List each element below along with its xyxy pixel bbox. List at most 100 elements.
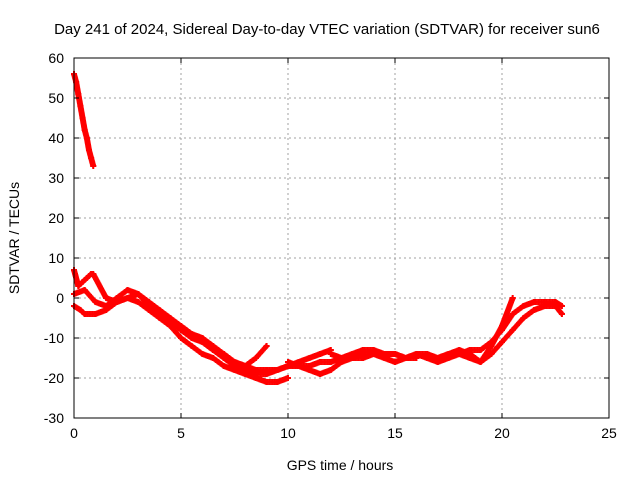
data-point <box>83 275 90 281</box>
data-point <box>135 291 142 297</box>
data-point <box>178 323 184 329</box>
data-point <box>477 359 484 365</box>
data-point <box>274 379 281 385</box>
data-point <box>81 287 88 293</box>
data-point <box>520 303 527 309</box>
y-tick-label: 40 <box>48 130 64 146</box>
data-point <box>113 295 120 301</box>
data-point <box>381 351 388 357</box>
data-point <box>349 351 356 357</box>
data-point <box>81 127 88 133</box>
data-point <box>413 351 420 357</box>
data-point <box>85 147 92 153</box>
data-point <box>295 363 302 369</box>
data-point <box>210 343 217 349</box>
data-point <box>188 331 195 337</box>
x-tick-label: 20 <box>494 425 510 441</box>
data-point <box>124 287 131 293</box>
data-point <box>520 315 527 321</box>
y-tick-label: -30 <box>44 410 64 426</box>
data-point <box>338 355 345 361</box>
data-point <box>75 283 82 289</box>
data-point <box>558 311 565 317</box>
data-point <box>306 367 313 373</box>
data-point <box>252 355 259 361</box>
data-point <box>242 363 249 369</box>
data-point <box>75 91 82 97</box>
data-point <box>424 351 431 357</box>
data-point <box>327 367 334 373</box>
y-tick-label: 20 <box>48 210 64 226</box>
chart-title: Day 241 of 2024, Sidereal Day-to-day VTE… <box>54 21 600 38</box>
data-point <box>220 351 227 357</box>
data-point <box>220 363 227 369</box>
data-point <box>285 375 291 381</box>
data-point <box>199 351 206 357</box>
data-point <box>79 279 86 285</box>
x-tick-label: 5 <box>177 425 185 441</box>
y-tick-label: -20 <box>44 370 64 386</box>
x-tick-label: 25 <box>601 425 617 441</box>
data-point <box>499 339 505 345</box>
data-point <box>499 327 505 333</box>
y-axis-label: SDTVAR / TECUs <box>6 182 22 294</box>
data-point <box>92 311 99 317</box>
plot-frame <box>73 57 610 419</box>
series-track <box>434 303 565 365</box>
y-tick-label: 50 <box>48 90 64 106</box>
data-point <box>558 303 565 309</box>
data-point <box>392 359 398 365</box>
data-point <box>402 355 409 361</box>
data-point <box>92 299 99 305</box>
data-point <box>77 307 84 313</box>
data-point <box>509 295 516 301</box>
data-point <box>327 351 334 357</box>
data-point <box>317 371 324 377</box>
data-point <box>231 359 238 365</box>
grid <box>74 58 609 418</box>
data-point <box>477 347 484 353</box>
data-point <box>509 327 516 333</box>
data-point <box>327 359 334 365</box>
data-point <box>509 311 516 317</box>
y-tick-label: 30 <box>48 170 64 186</box>
data-point <box>488 339 495 345</box>
data-point <box>285 359 291 365</box>
x-axis-label: GPS time / hours <box>287 457 394 473</box>
data-point <box>79 115 86 121</box>
data-point <box>90 271 97 277</box>
data-point <box>317 351 324 357</box>
data-point <box>263 367 270 373</box>
data-point <box>263 379 270 385</box>
y-tick-label: 0 <box>56 290 64 306</box>
y-tick-label: -10 <box>44 330 64 346</box>
data-point <box>90 163 97 169</box>
x-tick-label: 15 <box>387 425 403 441</box>
data-point <box>199 335 206 341</box>
y-tick-label: 60 <box>48 50 64 66</box>
data-point <box>263 343 270 349</box>
data-point <box>359 347 366 353</box>
data-point <box>434 355 441 361</box>
data-point <box>552 303 559 309</box>
data-point <box>466 351 473 357</box>
data-point <box>317 359 324 365</box>
data-point <box>456 347 463 353</box>
data-point <box>488 351 495 357</box>
y-tick-label: 10 <box>48 250 64 266</box>
axis-ticks: 0 5 10 15 20 25 -30 -20 -10 0 10 20 30 40 50 60 <box>44 50 617 441</box>
data-point <box>188 343 195 349</box>
x-tick-label: 0 <box>70 425 78 441</box>
data-point <box>135 299 142 305</box>
data-point <box>370 347 377 353</box>
data-point <box>124 295 131 301</box>
data-point <box>445 351 452 357</box>
data-points <box>71 71 565 385</box>
data-point <box>274 367 281 373</box>
data-point <box>392 351 398 357</box>
data-point <box>541 303 548 309</box>
data-point <box>83 135 90 141</box>
data-point <box>531 299 538 305</box>
